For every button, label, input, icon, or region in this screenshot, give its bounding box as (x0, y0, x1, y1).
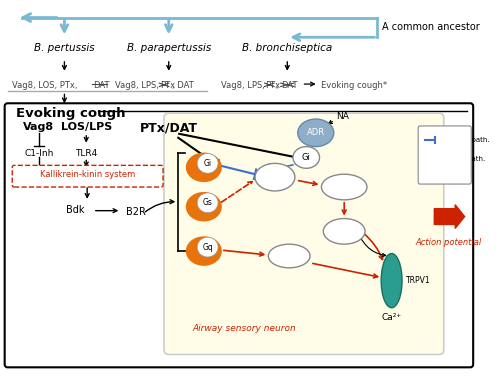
Text: Evoking cough: Evoking cough (16, 107, 126, 120)
Text: Kallikrein-kinin system: Kallikrein-kinin system (40, 170, 135, 179)
Text: AC: AC (268, 172, 281, 182)
FancyArrow shape (434, 205, 464, 228)
Ellipse shape (186, 153, 222, 182)
Text: Gq: Gq (202, 243, 213, 251)
Text: B. bronchiseptica: B. bronchiseptica (242, 43, 332, 53)
Ellipse shape (186, 192, 222, 222)
Ellipse shape (381, 253, 402, 308)
FancyBboxPatch shape (418, 126, 472, 184)
FancyBboxPatch shape (4, 103, 473, 367)
Text: Airway sensory neuron: Airway sensory neuron (192, 324, 296, 333)
Text: Ca²⁺: Ca²⁺ (382, 313, 402, 322)
Text: cAMP: cAMP (332, 182, 356, 192)
Text: PTx: PTx (160, 81, 176, 90)
Text: Gs: Gs (202, 198, 212, 207)
Text: B. parapertussis: B. parapertussis (126, 43, 211, 53)
Text: B. pertussis: B. pertussis (34, 43, 94, 53)
Text: Gi: Gi (204, 159, 212, 168)
Ellipse shape (268, 244, 310, 268)
Ellipse shape (293, 147, 320, 168)
Text: Evoking cough*: Evoking cough* (322, 81, 388, 90)
Text: TLR4: TLR4 (75, 149, 98, 158)
Text: ADR: ADR (306, 128, 325, 137)
Text: TRPV1: TRPV1 (406, 276, 430, 285)
Ellipse shape (186, 236, 222, 266)
Ellipse shape (197, 193, 218, 213)
Text: NA: NA (336, 112, 348, 121)
Text: Vag8: Vag8 (24, 122, 54, 132)
Text: PKA: PKA (336, 227, 353, 236)
Text: Positive path.: Positive path. (438, 156, 486, 162)
Text: Negative path.: Negative path. (438, 137, 490, 143)
Text: PTx/DAT: PTx/DAT (140, 122, 198, 135)
Text: C1-Inh: C1-Inh (24, 149, 54, 158)
Ellipse shape (197, 153, 218, 173)
Text: PTx: PTx (266, 81, 280, 90)
Ellipse shape (324, 219, 365, 244)
Text: Bdk: Bdk (66, 205, 84, 215)
Text: Vag8, LPS,: Vag8, LPS, (114, 81, 161, 90)
Text: ,: , (276, 81, 281, 90)
Text: B2R: B2R (126, 207, 146, 217)
FancyBboxPatch shape (12, 166, 163, 187)
Text: Vag8, LPS,: Vag8, LPS, (221, 81, 268, 90)
Text: Gi: Gi (302, 153, 310, 162)
Ellipse shape (322, 174, 367, 200)
Text: DAT: DAT (93, 81, 110, 90)
Ellipse shape (255, 163, 295, 191)
Text: A common ancestor: A common ancestor (382, 22, 480, 32)
Text: LOS/LPS: LOS/LPS (60, 122, 112, 132)
Text: PKC: PKC (280, 251, 297, 261)
Text: Action potential: Action potential (416, 238, 482, 247)
FancyBboxPatch shape (164, 113, 444, 354)
Text: DAT: DAT (282, 81, 298, 90)
Text: , DAT: , DAT (172, 81, 194, 90)
Ellipse shape (298, 119, 334, 147)
Ellipse shape (197, 237, 218, 257)
Text: Vag8, LOS, PTx,: Vag8, LOS, PTx, (12, 81, 80, 90)
